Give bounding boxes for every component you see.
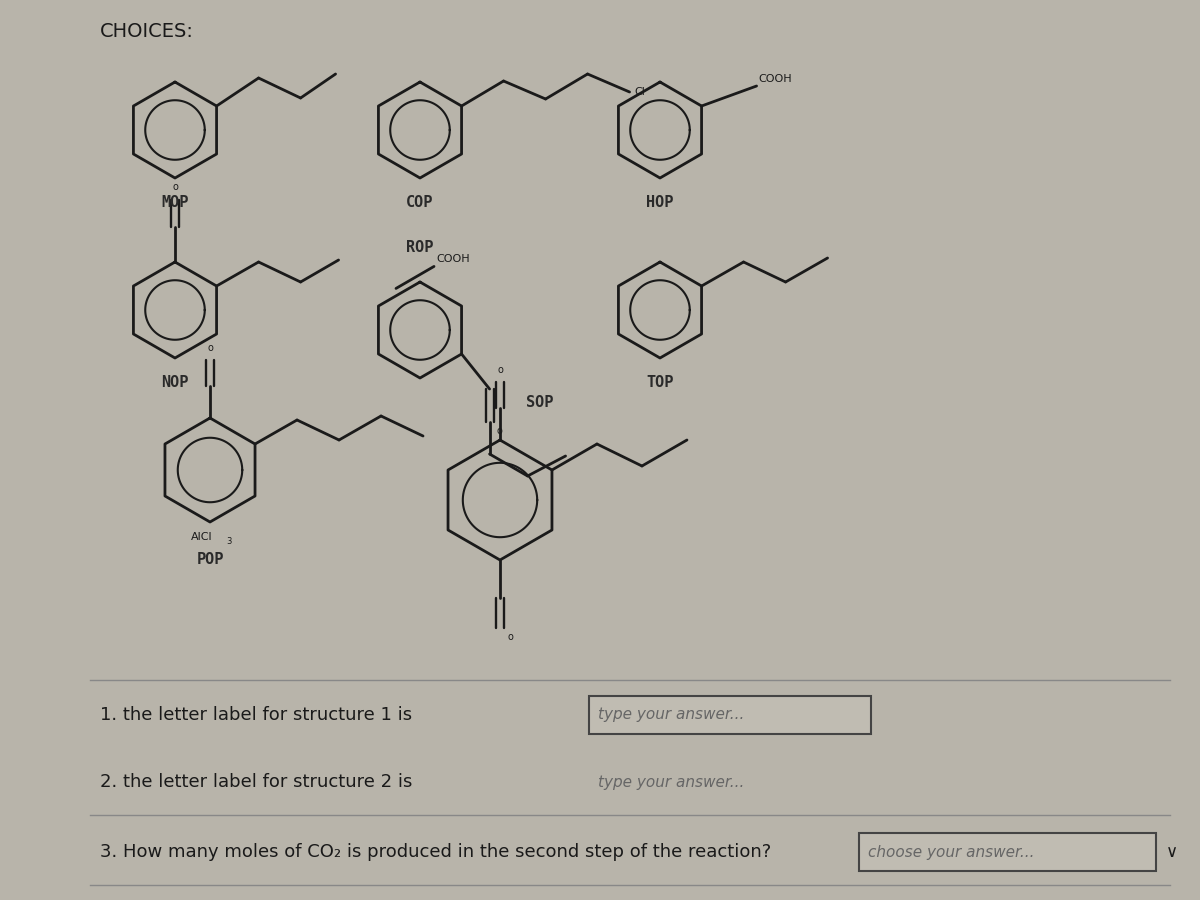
Text: COOH: COOH <box>436 255 469 265</box>
Text: o: o <box>497 426 503 436</box>
Text: o: o <box>497 365 503 375</box>
Text: 3: 3 <box>227 537 232 546</box>
Text: HOP: HOP <box>647 195 673 210</box>
Text: type your answer...: type your answer... <box>598 775 744 789</box>
Text: MOP: MOP <box>161 195 188 210</box>
Text: type your answer...: type your answer... <box>598 707 744 723</box>
Text: COOH: COOH <box>758 74 792 84</box>
Text: Cl: Cl <box>635 87 646 97</box>
FancyBboxPatch shape <box>859 833 1156 871</box>
FancyBboxPatch shape <box>589 696 871 734</box>
Text: o: o <box>508 632 514 642</box>
Text: SOP: SOP <box>527 395 553 410</box>
Text: CHOICES:: CHOICES: <box>100 22 194 41</box>
Text: TOP: TOP <box>647 375 673 390</box>
Text: NOP: NOP <box>161 375 188 390</box>
Text: POP: POP <box>197 552 223 567</box>
Text: o: o <box>208 343 212 353</box>
Text: 3. How many moles of CO₂ is produced in the second step of the reaction?: 3. How many moles of CO₂ is produced in … <box>100 843 772 861</box>
FancyBboxPatch shape <box>80 695 1180 890</box>
Text: COP: COP <box>407 195 433 210</box>
Text: ∨: ∨ <box>1166 843 1178 861</box>
Text: 2. the letter label for structure 2 is: 2. the letter label for structure 2 is <box>100 773 413 791</box>
Text: 1. the letter label for structure 1 is: 1. the letter label for structure 1 is <box>100 706 412 724</box>
Text: AlCl: AlCl <box>191 532 212 542</box>
Text: choose your answer...: choose your answer... <box>868 844 1034 860</box>
Text: ROP: ROP <box>407 240 433 255</box>
Text: o: o <box>172 182 178 192</box>
